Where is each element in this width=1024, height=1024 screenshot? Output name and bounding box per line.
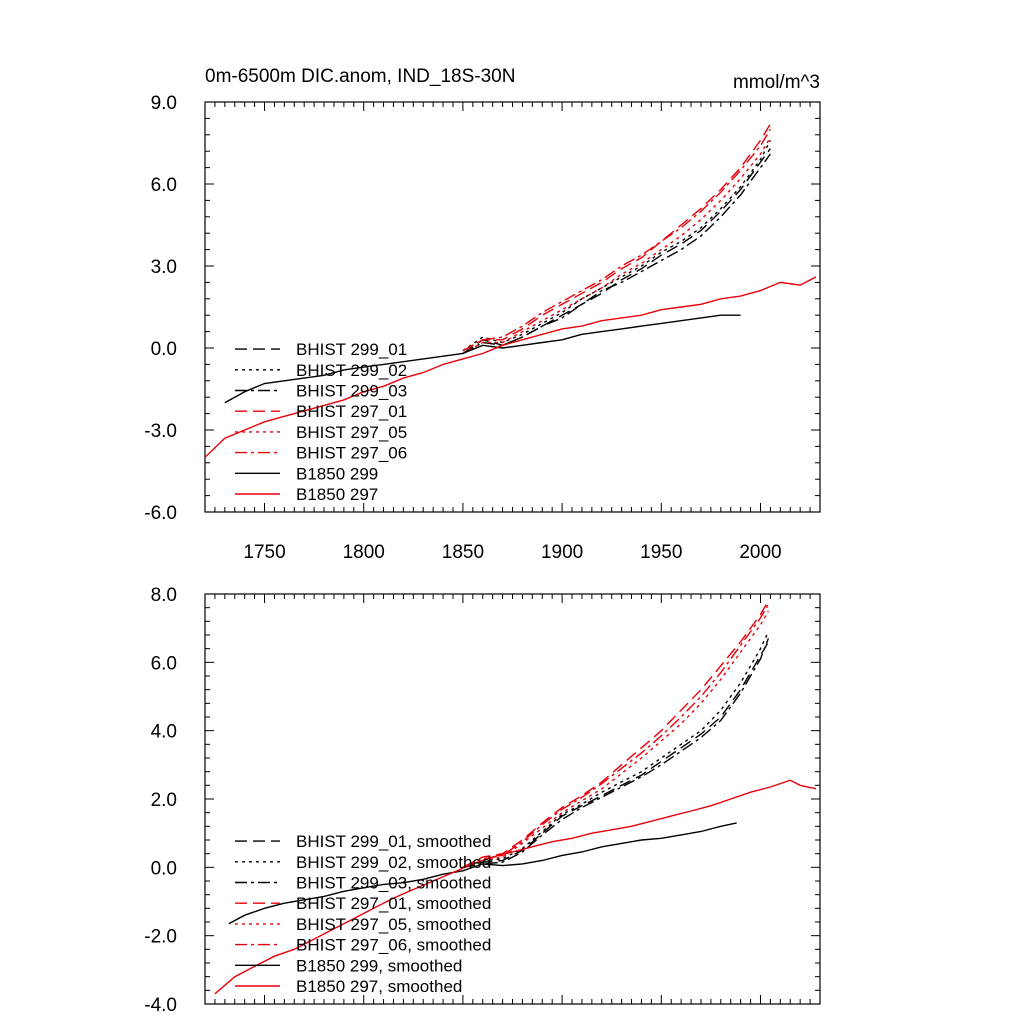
x-tick-label: 1900 (541, 542, 583, 563)
y-tick-label: -3.0 (144, 421, 177, 442)
y-tick-label: 3.0 (151, 257, 177, 278)
series-line-8 (214, 779, 817, 995)
legend-label: BHIST 299_03 (296, 382, 407, 401)
x-tick-label: 1850 (442, 542, 484, 563)
legend-label: BHIST 297_06, smoothed (296, 936, 491, 955)
y-tick-label: 0.0 (151, 339, 177, 360)
y-tick-label: 6.0 (151, 653, 177, 674)
series-line-4 (462, 600, 770, 868)
series-line-4 (462, 123, 771, 352)
legend-label: BHIST 299_03, smoothed (296, 874, 491, 893)
legend-label: BHIST 297_01, smoothed (296, 894, 491, 913)
series-line-5 (462, 137, 771, 355)
legend-label: B1850 297, smoothed (296, 977, 462, 996)
x-tick-label: 2000 (739, 542, 781, 563)
series-line-8 (205, 276, 817, 458)
units-label: mmol/m^3 (733, 72, 820, 93)
series-line-7 (224, 314, 741, 404)
y-tick-label: -2.0 (144, 927, 177, 948)
x-tick-label: 1800 (343, 542, 385, 563)
legend-label: BHIST 299_01, smoothed (296, 832, 491, 851)
series-line-2 (462, 631, 770, 868)
x-tick-label: 1950 (640, 542, 682, 563)
chart-1: 1750 1800 1850 1900 1950 2000 -6.0 -3.0 0.0 3.0 6.… (144, 66, 821, 563)
chart-title: 0m-6500m DIC.anom, IND_18S-30N (205, 66, 515, 87)
series-lines (214, 600, 817, 995)
legend: BHIST 299_01, smoothed BHIST 299_02, smoo… (235, 832, 491, 996)
y-tick-label: 9.0 (151, 93, 177, 114)
series-line-6 (462, 128, 771, 352)
y-tick-label: 6.0 (151, 175, 177, 196)
y-tick-label: 2.0 (151, 790, 177, 811)
legend-label: B1850 299, smoothed (296, 956, 462, 975)
legend-label: B1850 299 (296, 464, 378, 483)
series-lines (205, 123, 817, 458)
legend-label: BHIST 299_02 (296, 361, 407, 380)
legend-label: BHIST 297_01 (296, 402, 407, 421)
series-line-3 (462, 153, 771, 355)
series-line-2 (462, 139, 772, 352)
legend-label: BHIST 299_02, smoothed (296, 853, 491, 872)
y-tick-label: 0.0 (151, 858, 177, 879)
series-line-5 (462, 610, 770, 868)
legend-label: BHIST 299_01 (296, 340, 407, 359)
x-tick-label: 1750 (243, 542, 285, 563)
legend-label: B1850 297 (296, 485, 378, 504)
series-line-7 (228, 822, 737, 925)
series-line-1 (462, 641, 770, 868)
legend-label: BHIST 297_05 (296, 423, 407, 442)
y-tick-label: 4.0 (151, 722, 177, 743)
y-tick-label: 8.0 (151, 585, 177, 606)
y-tick-label: -6.0 (144, 503, 177, 524)
legend-label: BHIST 297_06 (296, 444, 407, 463)
y-tick-label: -4.0 (144, 995, 177, 1016)
series-line-6 (462, 603, 770, 868)
series-line-1 (462, 148, 771, 355)
chart-2: -4.0 -2.0 0.0 2.0 4.0 6.0 8.0 BHIST 299_01, smo… (144, 585, 821, 1016)
legend-label: BHIST 297_05, smoothed (296, 915, 491, 934)
series-line-3 (462, 638, 770, 868)
